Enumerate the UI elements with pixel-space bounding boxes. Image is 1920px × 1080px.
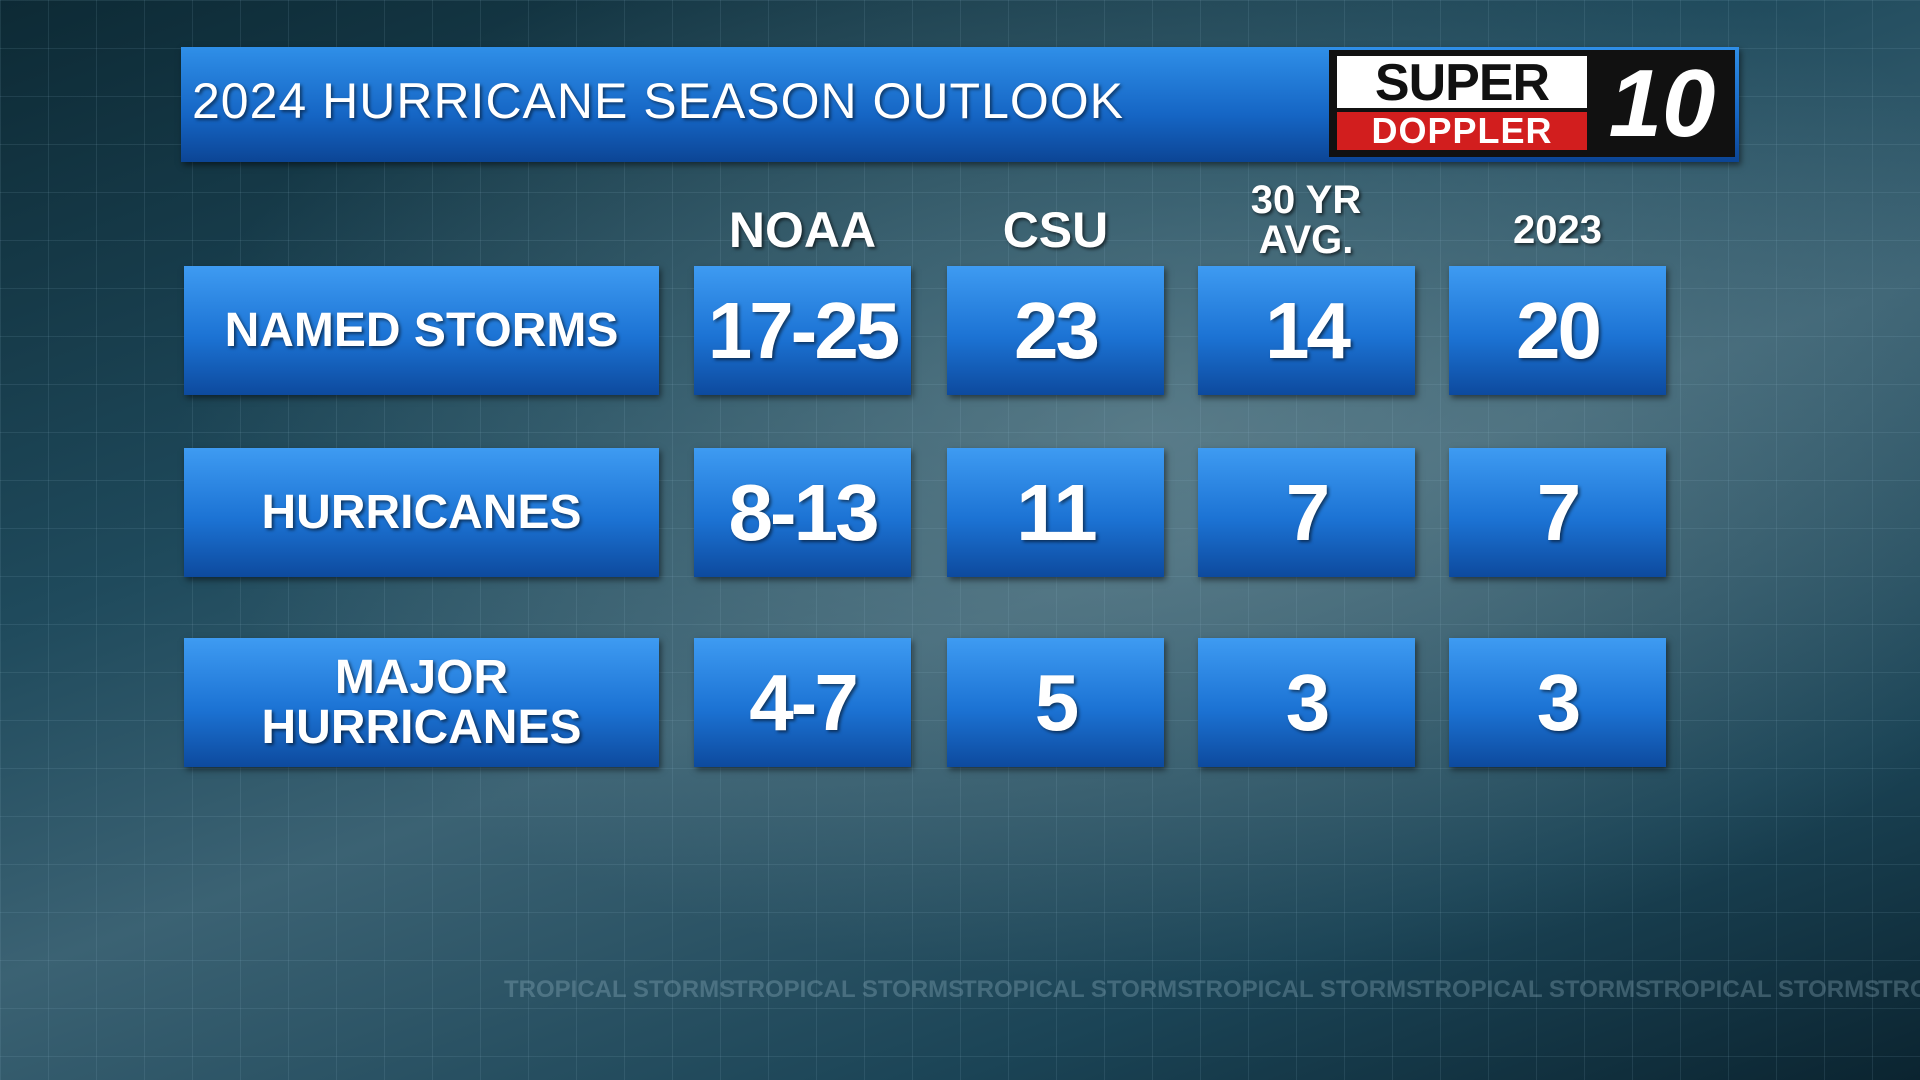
cell-value: 8-13 [694, 448, 911, 577]
row-label: NAMED STORMS [184, 266, 659, 395]
column-header: CSU [1002, 202, 1109, 258]
watermark: TROPICAL STORMS [1191, 976, 1423, 1003]
cell-value: 4-7 [694, 638, 911, 767]
title: 2024 HURRICANE SEASON OUTLOOK [192, 73, 1125, 129]
logo-mark: 10 [1608, 50, 1716, 157]
watermark: TROPICAL STORMS [1878, 976, 1920, 1003]
watermark: TROPICAL STORMS [1649, 976, 1881, 1003]
row-label: MAJOR HURRICANES [184, 638, 659, 767]
row-label: HURRICANES [184, 448, 659, 577]
logo: SUPER DOPPLER 10 [1329, 50, 1735, 157]
column-header: NOAA [728, 202, 877, 258]
cell-value: 5 [947, 638, 1164, 767]
watermark: TROPICAL STORMS [733, 976, 965, 1003]
column-header: 2023 [1513, 208, 1602, 252]
cell-value: 23 [947, 266, 1164, 395]
cell-value: 7 [1449, 448, 1666, 577]
cell-value: 11 [947, 448, 1164, 577]
column-header: 30 YR AVG. [1250, 178, 1362, 262]
watermark: TROPICAL STORMS [504, 976, 736, 1003]
watermark: TROPICAL STORMS [962, 976, 1194, 1003]
cell-value: 20 [1449, 266, 1666, 395]
cell-value: 7 [1198, 448, 1415, 577]
cell-value: 17-25 [694, 266, 911, 395]
logo-text: SUPER [1337, 56, 1587, 110]
watermark: TROPICAL STORMS [1420, 976, 1652, 1003]
logo-text: DOPPLER [1337, 112, 1587, 150]
cell-value: 3 [1198, 638, 1415, 767]
cell-value: 3 [1449, 638, 1666, 767]
cell-value: 14 [1198, 266, 1415, 395]
